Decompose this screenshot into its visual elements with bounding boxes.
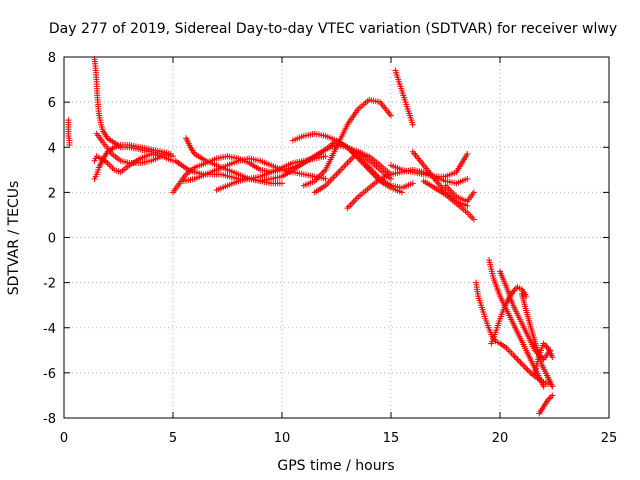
series-track-z: [536, 392, 556, 417]
series-track-p: [392, 67, 416, 128]
data-point: [521, 363, 528, 370]
x-tick-label: 15: [383, 431, 400, 446]
data-point: [547, 393, 554, 400]
series-track-s: [420, 178, 477, 223]
data-point: [526, 368, 533, 375]
y-axis-label: SDTVAR / TECUs: [6, 181, 22, 296]
y-tick-label: -8: [43, 412, 56, 427]
series-track-d: [91, 151, 176, 176]
data-points: [65, 56, 556, 417]
y-tick-labels: -8 -6 -4 -2 0 2 4 6 8: [43, 51, 56, 427]
data-point: [464, 151, 471, 158]
series-track-n: [311, 148, 394, 196]
y-tick-label: 2: [48, 186, 56, 201]
data-point: [167, 151, 174, 158]
data-point: [549, 392, 556, 399]
series-track-a: [65, 117, 73, 148]
x-tick-label: 25: [601, 431, 618, 446]
data-point: [388, 112, 394, 119]
data-point: [511, 353, 518, 360]
plot-frame: [63, 56, 610, 419]
data-point: [518, 360, 525, 367]
data-point: [523, 365, 530, 372]
data-point: [409, 121, 416, 128]
data-point: [398, 189, 405, 196]
series-track-t: [442, 182, 477, 205]
data-point: [549, 354, 556, 361]
data-point: [470, 189, 477, 196]
data-point: [279, 180, 285, 187]
data-point: [514, 356, 521, 363]
y-tick-label: 4: [48, 141, 56, 156]
y-tick-label: 8: [48, 51, 56, 66]
data-point: [322, 153, 329, 160]
series-track-x: [497, 268, 554, 363]
x-tick-label: 20: [492, 431, 509, 446]
series-track-q: [388, 151, 471, 180]
x-tick-labels: 0 5 10 15 20 25: [60, 431, 617, 446]
data-point: [524, 366, 531, 373]
y-tick-label: 0: [48, 232, 56, 247]
series-track-w: [488, 284, 530, 347]
data-point: [409, 180, 416, 187]
series-track-u: [473, 279, 551, 388]
data-point: [515, 357, 522, 364]
series-track-m: [300, 96, 394, 189]
data-point: [540, 383, 547, 390]
data-point: [66, 141, 73, 148]
series-track-v: [486, 257, 547, 390]
x-tick-label: 10: [274, 431, 291, 446]
chart-title: Day 277 of 2019, Sidereal Day-to-day VTE…: [49, 21, 617, 37]
data-point: [520, 362, 527, 369]
data-point: [159, 153, 166, 160]
data-point: [322, 175, 329, 182]
x-tick-label: 5: [169, 431, 177, 446]
data-point: [517, 359, 524, 366]
grid-lines: [64, 57, 609, 418]
data-point: [470, 216, 477, 223]
y-tick-label: -4: [43, 322, 56, 337]
y-tick-label: -6: [43, 367, 56, 382]
y-tick-label: -2: [43, 277, 56, 292]
series-track-zz: [531, 340, 556, 376]
data-point: [549, 383, 556, 390]
x-tick-label: 0: [60, 431, 68, 446]
x-axis-label: GPS time / hours: [277, 458, 394, 474]
series-track-e: [93, 130, 166, 167]
y-tick-label: 6: [48, 96, 56, 111]
data-point: [464, 175, 471, 182]
data-point: [512, 354, 519, 361]
